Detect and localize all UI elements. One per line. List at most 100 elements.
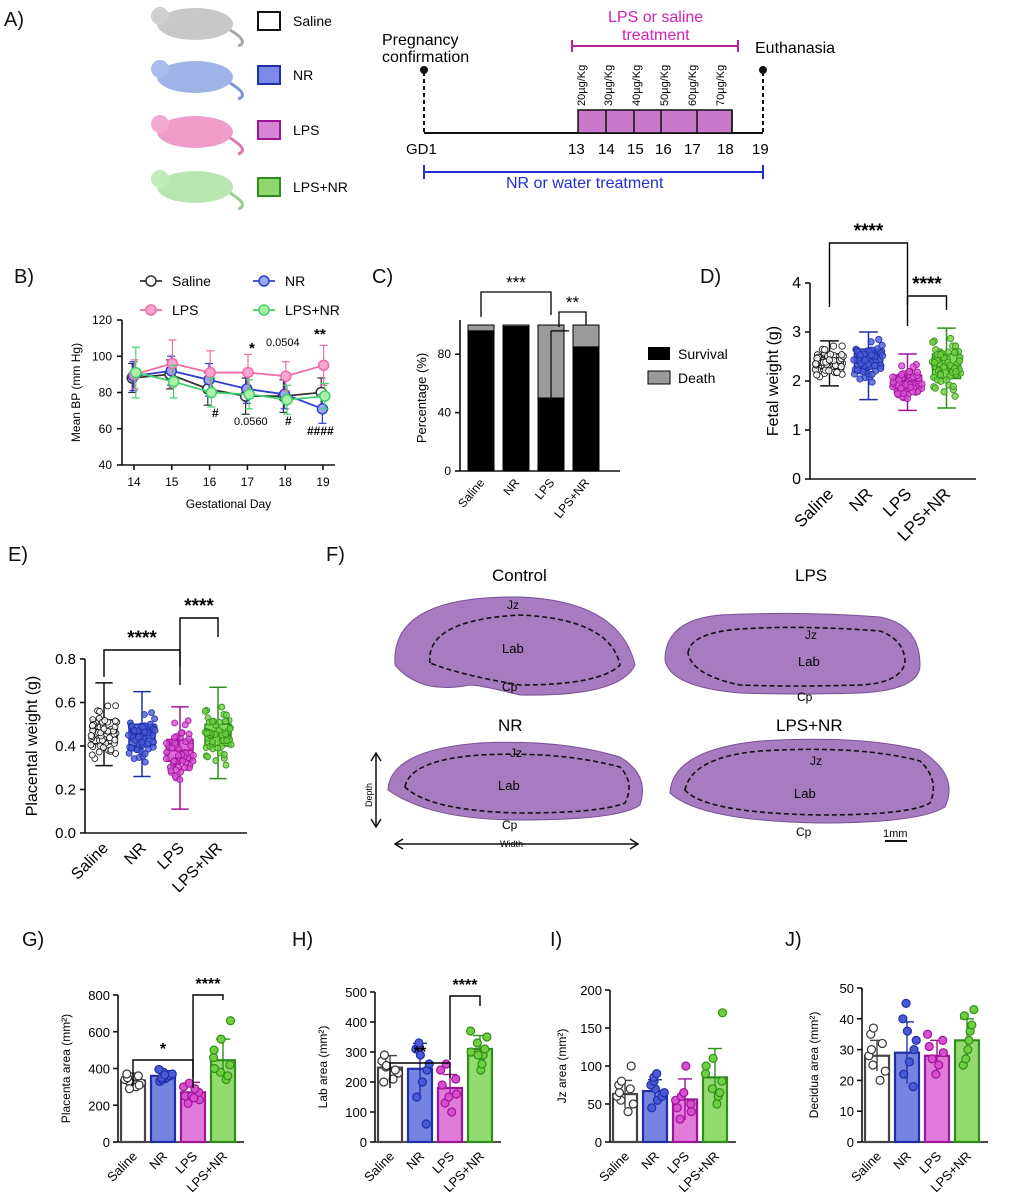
b-xtick-label: 17 xyxy=(241,475,255,489)
panel-b: B) Saline NR LPS LPS+NR 40 60 80 100 120 14 15 16 1… xyxy=(0,255,360,525)
e-plot-point xyxy=(171,719,179,727)
d-plot-point xyxy=(868,370,876,379)
i-plot-point-0 xyxy=(616,1076,627,1086)
panel-label-h: H) xyxy=(292,929,313,951)
e-plot-point xyxy=(203,729,211,737)
e-plot-point xyxy=(141,711,148,718)
d-plot-point xyxy=(838,342,846,350)
mouse-nr-icon xyxy=(151,60,244,101)
g-plot-point-3 xyxy=(225,1060,235,1070)
legend-a-nr-swatch xyxy=(257,65,281,85)
h-plot-point-2 xyxy=(451,1089,461,1099)
i-plot-xtick-label-0: Saline xyxy=(596,1149,632,1185)
panel-j: J) 0 10 20 30 40 50 Decidua area (mm²) Saline NR… xyxy=(765,920,1013,1200)
e-plot-point xyxy=(214,744,222,752)
e-plot-point xyxy=(163,739,170,747)
h-plot-point-2 xyxy=(451,1074,461,1084)
e-plot-xtick-label-0: Saline xyxy=(68,840,112,884)
placenta-nr: Jz Lab Cp xyxy=(387,741,643,832)
e-plot-point xyxy=(101,717,109,724)
e-plot-point xyxy=(144,740,152,748)
e-plot-point xyxy=(226,725,234,732)
legend-a-saline-label: Saline xyxy=(293,13,332,29)
e-plot-point xyxy=(162,755,170,763)
i-plot-point-1 xyxy=(659,1088,669,1098)
panel-d: D) 0 1 2 3 4 Fetal weight (g) Saline NR LPS LPS+N… xyxy=(700,221,1013,545)
e-plot-sig-label-1: **** xyxy=(184,596,214,617)
dose-label-5: 70µg/Kg xyxy=(715,65,727,106)
b-annot-star: * xyxy=(249,340,255,357)
b-ytick-label: 40 xyxy=(99,458,113,472)
g-plot-point-1 xyxy=(154,1064,164,1075)
e-plot-point xyxy=(185,730,193,738)
mouse-lpsnr-icon xyxy=(151,170,244,211)
d-plot-point xyxy=(875,335,883,344)
g-plot-point-0 xyxy=(124,1084,135,1094)
g-plot-ylabel: Placenta area (mm²) xyxy=(59,1014,73,1123)
j-plot-ylabel: Decidua area (mm²) xyxy=(807,1012,821,1119)
h-plot-sig-bracket-1 xyxy=(449,995,481,1060)
d-plot-point xyxy=(877,364,885,373)
e-plot-ylabel: Placental weight (g) xyxy=(24,676,41,817)
dose-label-2: 40µg/Kg xyxy=(631,65,643,106)
h-plot-point-0 xyxy=(379,1050,390,1060)
e-plot-point xyxy=(130,755,138,762)
d-plot-ytick-label: 1 xyxy=(792,422,801,439)
mouse-saline-icon xyxy=(151,7,244,48)
h-plot-ytick-label: 500 xyxy=(345,985,367,1000)
h-plot-point-2 xyxy=(441,1059,451,1069)
j-plot-point-1 xyxy=(904,1057,915,1067)
e-plot-point xyxy=(100,725,108,733)
d-plot-point xyxy=(944,348,952,356)
e-plot-point xyxy=(223,737,231,744)
e-plot-point xyxy=(181,721,189,729)
h-plot-point-3 xyxy=(473,1050,483,1060)
j-plot-point-0 xyxy=(868,1023,879,1033)
h-plot-ytick-label: 100 xyxy=(345,1105,367,1120)
e-plot-ytick-label: 0.2 xyxy=(55,782,76,799)
d-plot-point xyxy=(867,351,875,359)
panel-label-c: C) xyxy=(372,266,393,288)
j-plot-ytick-label: 0 xyxy=(847,1135,854,1150)
f-lps-jz: Jz xyxy=(805,628,817,642)
d-plot-point xyxy=(829,342,838,350)
pregnancy-dot xyxy=(420,66,428,74)
d-plot-point xyxy=(889,373,897,381)
f-lpsnr-cp: Cp xyxy=(796,825,812,839)
h-plot-point-3 xyxy=(482,1032,492,1042)
j-plot-point-1 xyxy=(898,1014,908,1024)
h-plot-sig-bracket-0 xyxy=(389,1062,451,1088)
c-bar-survival-2 xyxy=(537,397,565,472)
placenta-lps: Jz Lab Cp xyxy=(664,612,921,704)
day-label-2: 14 xyxy=(598,141,615,158)
e-plot-ytick-label: 0.6 xyxy=(55,695,76,712)
d-plot-point xyxy=(897,384,905,392)
panel-e: E) 0.0 0.2 0.4 0.6 0.8 Placental weight (g) Sa… xyxy=(0,535,330,905)
b-legend-marker xyxy=(258,304,270,316)
h-plot-ytick-label: 0 xyxy=(360,1135,367,1150)
d-plot-point xyxy=(821,346,829,354)
d-plot-point xyxy=(936,351,944,359)
e-plot-point xyxy=(222,730,230,738)
panel-label-f: F) xyxy=(326,544,345,566)
e-plot-point xyxy=(87,741,95,749)
b-legend-marker xyxy=(258,275,270,287)
d-plot-point xyxy=(897,370,906,379)
j-plot-point-1 xyxy=(911,1035,921,1045)
e-plot-point xyxy=(222,761,230,769)
placenta-lpsnr: Jz Lab Cp xyxy=(669,738,950,839)
e-plot-sig-bracket-1 xyxy=(179,617,219,666)
e-plot-point xyxy=(151,727,159,734)
panel-label-b: B) xyxy=(14,266,34,288)
b-point-lpsnr xyxy=(205,386,218,399)
euthanasia-label: Euthanasia xyxy=(755,40,835,57)
b-annot-hash18: # xyxy=(285,414,292,428)
e-plot-point xyxy=(111,736,119,744)
d-plot-point xyxy=(868,378,876,386)
h-plot-point-1 xyxy=(414,1038,424,1048)
b-point-lpsnr xyxy=(243,388,255,401)
g-plot-point-1 xyxy=(160,1070,170,1080)
h-plot-ytick-label: 400 xyxy=(345,1015,367,1030)
legend-a-lps-swatch xyxy=(257,120,281,140)
c-bar-survival-1 xyxy=(502,325,530,472)
